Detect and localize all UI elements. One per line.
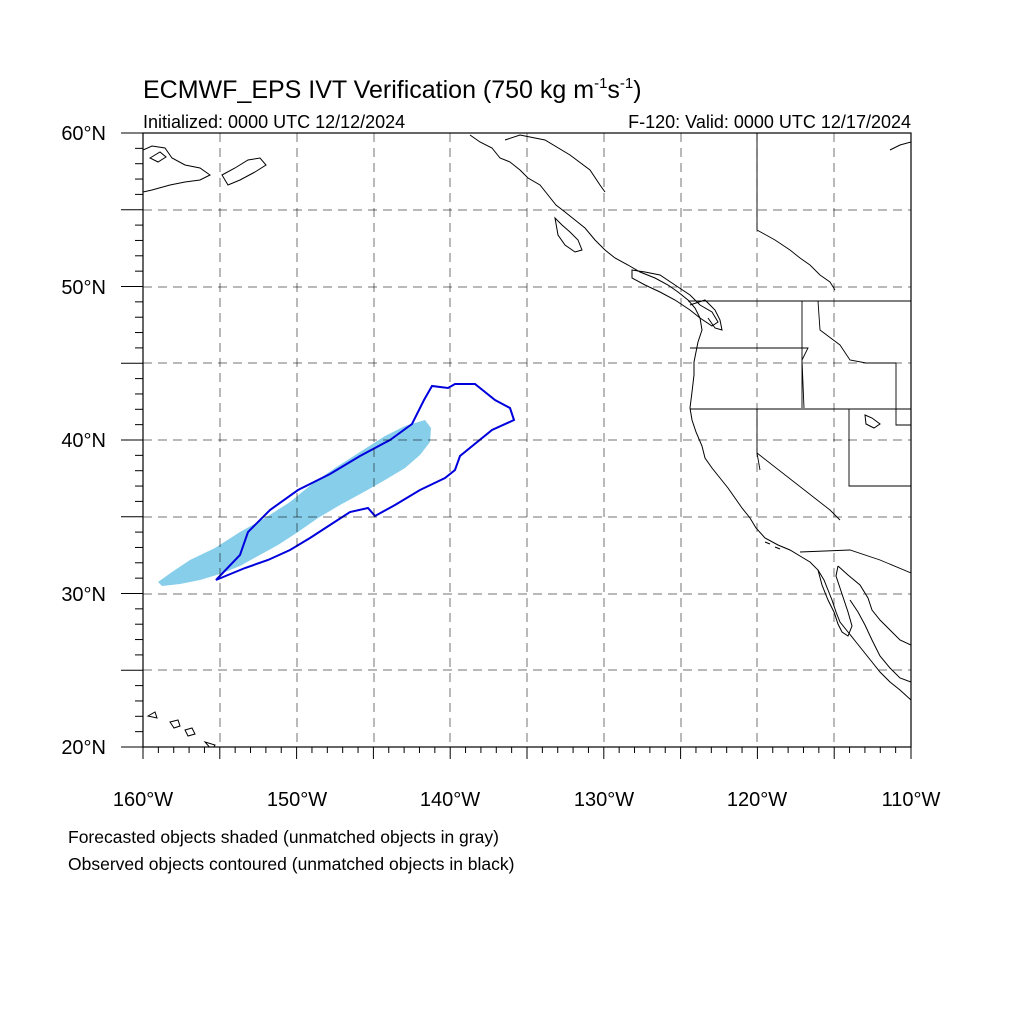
lat-label-20: 20°N [61, 737, 106, 759]
lat-lon-grid [143, 133, 911, 747]
valid-label: F-120: Valid: 0000 UTC 12/17/2024 [628, 112, 911, 132]
lon-label-150: 150°W [267, 789, 327, 811]
initialized-label: Initialized: 0000 UTC 12/12/2024 [143, 112, 405, 132]
figure-title: ECMWF_EPS IVT Verification (750 kg m-1s-… [143, 75, 642, 104]
coastlines [143, 134, 911, 747]
lon-label-130: 130°W [574, 789, 634, 811]
latitude-labels: 60°N 50°N 40°N 30°N 20°N [61, 123, 106, 759]
lat-label-30: 30°N [61, 584, 106, 606]
borders [688, 133, 911, 574]
lat-label-50: 50°N [61, 277, 106, 299]
lat-label-40: 40°N [61, 430, 106, 452]
observed-ivt-contour [215, 383, 516, 581]
lon-label-110: 110°W [882, 789, 941, 811]
axis-ticks [121, 132, 912, 759]
forecast-ivt-object [158, 420, 431, 586]
lat-label-60: 60°N [61, 123, 106, 145]
footnote-forecast: Forecasted objects shaded (unmatched obj… [68, 827, 499, 847]
longitude-labels: 160°W 150°W 140°W 130°W 120°W 110°W [113, 789, 941, 811]
map-area [143, 133, 911, 747]
lon-label-160: 160°W [113, 789, 173, 811]
lon-label-140: 140°W [420, 789, 480, 811]
footnote-observed: Observed objects contoured (unmatched ob… [68, 854, 515, 874]
lon-label-120: 120°W [727, 789, 787, 811]
